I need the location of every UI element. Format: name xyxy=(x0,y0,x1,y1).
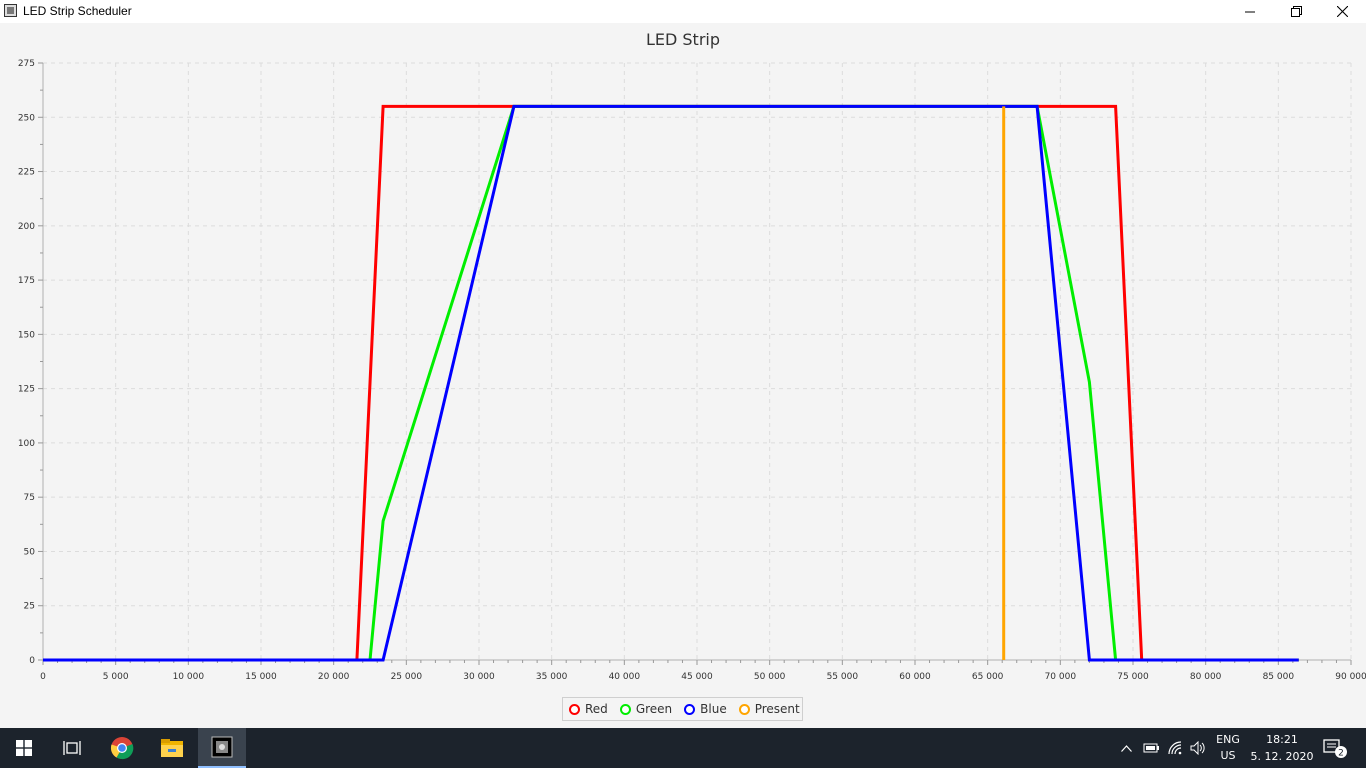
led-scheduler-app-icon xyxy=(211,736,233,758)
tray-network-button[interactable] xyxy=(1165,728,1187,768)
legend-label: Blue xyxy=(700,702,727,716)
notification-icon: 2 xyxy=(1323,739,1347,759)
chrome-icon xyxy=(110,737,134,760)
x-tick-label: 10 000 xyxy=(173,672,205,682)
y-tick-label: 225 xyxy=(18,168,35,178)
series-line-blue xyxy=(43,104,1299,662)
input-language-button[interactable]: ENG US xyxy=(1208,728,1248,768)
legend-swatch xyxy=(569,703,580,715)
x-tick-label: 35 000 xyxy=(536,672,568,682)
close-button[interactable] xyxy=(1319,0,1365,23)
x-tick-label: 15 000 xyxy=(245,672,277,682)
x-tick-label: 60 000 xyxy=(899,672,931,682)
clock-time: 18:21 xyxy=(1266,733,1298,746)
title-bar[interactable]: LED Strip Scheduler xyxy=(0,0,1366,23)
legend-swatch xyxy=(684,703,696,715)
y-tick-label: 175 xyxy=(18,276,35,286)
x-tick-label: 30 000 xyxy=(463,672,495,682)
app-window-icon xyxy=(4,4,17,17)
chrome-taskbar-button[interactable] xyxy=(98,728,146,768)
language-code: ENG xyxy=(1216,733,1240,746)
legend-swatch xyxy=(738,703,750,715)
y-tick-label: 0 xyxy=(29,656,35,666)
x-tick-label: 25 000 xyxy=(391,672,423,682)
y-tick-label: 50 xyxy=(24,547,36,557)
x-tick-label: 70 000 xyxy=(1045,672,1077,682)
chart-grid xyxy=(43,62,1352,660)
x-tick-label: 65 000 xyxy=(972,672,1004,682)
x-tick-label: 0 xyxy=(40,672,46,682)
x-tick-label: 40 000 xyxy=(609,672,641,682)
tray-power-button[interactable] xyxy=(1140,728,1162,768)
windows-start-icon xyxy=(16,740,32,756)
legend-label: Green xyxy=(635,702,673,716)
y-tick-label: 200 xyxy=(18,222,35,232)
restore-icon xyxy=(1290,6,1302,17)
chart-legend: Red Green Blue Present xyxy=(562,697,803,721)
y-tick-label: 125 xyxy=(18,385,35,395)
file-explorer-icon xyxy=(161,739,183,757)
window-title: LED Strip Scheduler xyxy=(23,4,132,18)
wifi-icon xyxy=(1168,741,1182,755)
led-scheduler-taskbar-button[interactable] xyxy=(198,728,246,768)
legend-item-present: Present xyxy=(738,702,800,716)
close-icon xyxy=(1336,6,1348,17)
y-tick-label: 25 xyxy=(24,602,35,612)
volume-icon xyxy=(1190,741,1205,755)
taskbar: ENG US 18:21 5. 12. 2020 2 xyxy=(0,728,1366,768)
file-explorer-taskbar-button[interactable] xyxy=(148,728,196,768)
clock-button[interactable]: 18:21 5. 12. 2020 xyxy=(1250,728,1314,768)
restore-button[interactable] xyxy=(1273,0,1319,23)
x-tick-label: 55 000 xyxy=(827,672,859,682)
y-tick-label: 275 xyxy=(18,59,35,69)
notification-count: 2 xyxy=(1338,749,1344,759)
x-tick-label: 85 000 xyxy=(1263,672,1295,682)
legend-item-green: Green xyxy=(619,702,673,716)
clock-date: 5. 12. 2020 xyxy=(1250,750,1314,763)
tray-volume-button[interactable] xyxy=(1187,728,1209,768)
legend-item-blue: Blue xyxy=(684,702,727,716)
minimize-icon xyxy=(1245,11,1255,12)
x-tick-label: 20 000 xyxy=(318,672,350,682)
task-view-button[interactable] xyxy=(48,728,96,768)
line-chart: 0 5 000 10 000 15 000 20 000 25 000 30 000 35 0… xyxy=(18,59,1366,682)
chart-series xyxy=(43,104,1299,662)
y-tick-label: 150 xyxy=(18,330,35,340)
y-tick-label: 75 xyxy=(24,493,35,503)
legend-label: Present xyxy=(754,702,800,716)
keyboard-layout: US xyxy=(1220,749,1236,762)
x-tick-label: 45 000 xyxy=(681,672,713,682)
y-tick-label: 250 xyxy=(18,113,35,123)
tray-overflow-button[interactable] xyxy=(1116,728,1136,768)
battery-icon xyxy=(1143,743,1159,753)
chevron-up-icon xyxy=(1120,744,1132,752)
legend-swatch xyxy=(619,703,631,715)
legend-item-red: Red xyxy=(569,702,608,716)
x-tick-label: 90 000 xyxy=(1335,672,1366,682)
y-tick-label: 100 xyxy=(18,439,35,449)
x-tick-label: 50 000 xyxy=(754,672,786,682)
start-button[interactable] xyxy=(0,728,48,768)
action-center-button[interactable]: 2 xyxy=(1318,728,1352,768)
chart-title: LED Strip xyxy=(645,30,721,49)
x-tick-label: 80 000 xyxy=(1190,672,1222,682)
x-tick-label: 5 000 xyxy=(103,672,129,682)
x-tick-label: 75 000 xyxy=(1117,672,1149,682)
task-view-icon xyxy=(63,741,81,755)
legend-label: Red xyxy=(585,702,608,716)
minimize-button[interactable] xyxy=(1227,0,1273,23)
